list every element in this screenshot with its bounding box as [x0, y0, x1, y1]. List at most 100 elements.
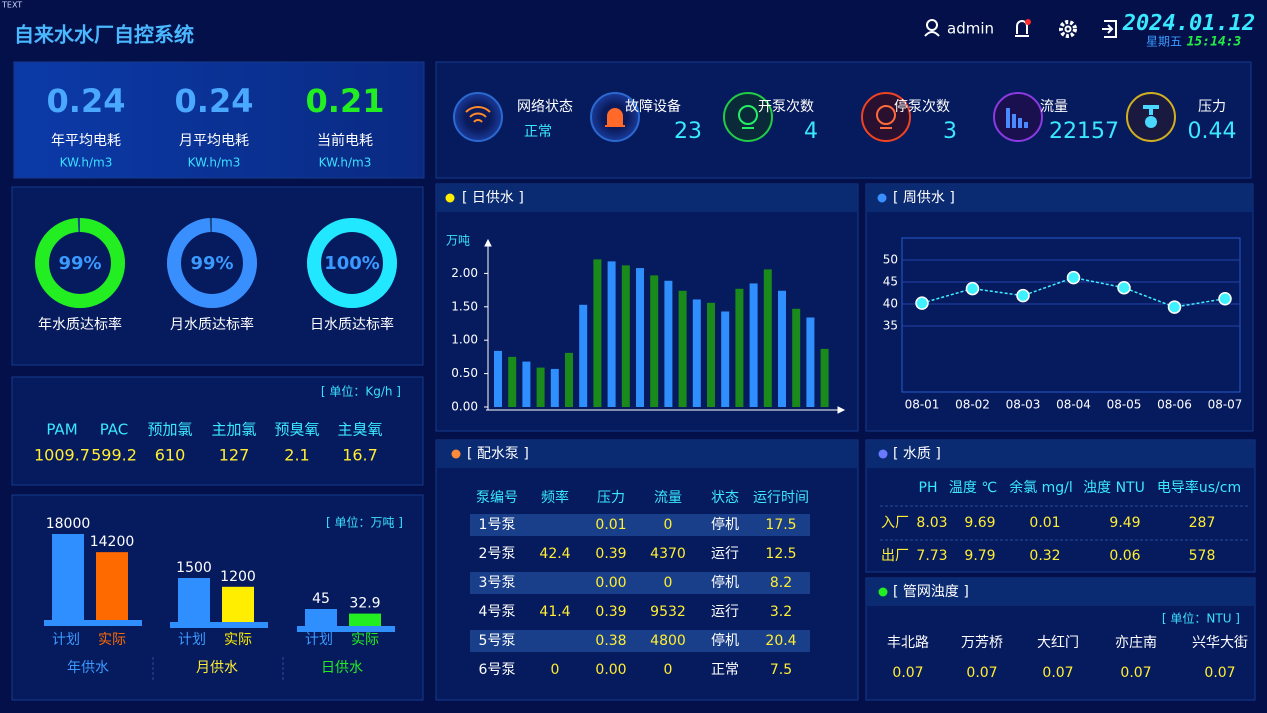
user-icon-body: [924, 31, 940, 37]
network-icon: [453, 92, 503, 142]
x-arrow: [837, 406, 846, 414]
table-cell: 9.79: [964, 548, 995, 564]
y-tick-label: 45: [883, 275, 898, 289]
dosing-header: 主加氯: [211, 421, 256, 439]
ring-value: 99%: [58, 253, 101, 274]
bar: [735, 288, 744, 407]
bar: [508, 356, 517, 407]
pressure-bulb: [1145, 116, 1157, 128]
plan-value: 18000: [46, 516, 91, 532]
bar: [763, 269, 772, 407]
bar: [522, 361, 531, 407]
status-label: 开泵次数: [758, 99, 814, 115]
plan-bar: [305, 609, 337, 626]
row-highlight: [470, 630, 810, 652]
y-tick-label: 40: [883, 297, 898, 311]
table-cell: 9532: [650, 604, 686, 620]
table-cell: 6号泵: [479, 662, 516, 678]
x-tick-label: 08-04: [1056, 398, 1091, 412]
table-cell: 正常: [711, 662, 739, 678]
x-tick-label: 08-05: [1107, 398, 1142, 412]
bar: [778, 290, 786, 407]
table-header: 频率: [541, 489, 569, 506]
table-header: 状态: [711, 490, 739, 506]
weekly-panel: [865, 183, 1254, 432]
table-cell: 0: [664, 575, 673, 591]
user-icon[interactable]: [926, 19, 938, 31]
panel-strip: [867, 441, 1254, 468]
bar: [792, 308, 801, 407]
bar: [565, 352, 573, 407]
date: 2024.01.12: [1122, 11, 1255, 36]
station-value: 0.07: [1204, 665, 1235, 681]
bar: [621, 265, 630, 407]
y-tick-label: 1.50: [451, 299, 478, 313]
table-cell: 3号泵: [479, 575, 516, 591]
status-value: 22157: [1049, 119, 1119, 144]
panel-strip: [437, 185, 857, 212]
table-cell: 0.01: [1029, 515, 1060, 531]
table-header: 泵编号: [476, 490, 518, 506]
chart-title: [ 日供水 ]: [462, 190, 524, 206]
energy-label: 当前电耗: [317, 132, 373, 149]
y-tick-label: 0.00: [451, 400, 478, 414]
corner-label: TEXT: [1, 1, 22, 10]
panel-strip: [867, 579, 1254, 606]
table-cell: 0.00: [595, 662, 626, 678]
energy-unit: KW.h/m3: [188, 156, 241, 170]
point: [1016, 288, 1030, 303]
bar: [820, 348, 829, 407]
table-cell: 287: [1189, 515, 1216, 531]
settings-icon[interactable]: [1059, 20, 1077, 38]
table-cell: 出厂: [881, 548, 909, 564]
table-cell: 0: [664, 517, 673, 533]
status-label: 停泵次数: [894, 98, 950, 115]
bar: [678, 290, 687, 407]
pump-start-icon: [723, 92, 773, 142]
y-tick-label: 0.50: [451, 366, 478, 380]
actual-label: 实际: [351, 632, 379, 648]
quality-rate-panel: [11, 186, 424, 366]
table-cell: 20.4: [765, 633, 796, 649]
bar: [579, 304, 588, 407]
status-value: 3: [943, 119, 957, 144]
table-cell: 17.5: [765, 517, 796, 533]
table-cell: 7.73: [916, 548, 947, 564]
table-header: 电导率us/cm: [1157, 479, 1241, 496]
actual-bar: [349, 613, 381, 626]
table-cell: 1号泵: [479, 517, 516, 533]
group-name: 年供水: [67, 660, 109, 676]
row-highlight: [470, 514, 810, 536]
dosing-panel: [11, 376, 424, 486]
actual-label: 实际: [98, 632, 126, 648]
weekly-frame: [901, 237, 1241, 393]
ring-label: 年水质达标率: [38, 316, 122, 333]
table-cell: 4370: [650, 546, 686, 562]
table-cell: 停机: [711, 516, 739, 533]
energy-panel: [13, 61, 425, 179]
station-value: 0.07: [892, 665, 923, 681]
dosing-value: 2.1: [284, 446, 309, 465]
x-tick-label: 08-01: [905, 398, 940, 412]
bar: [664, 280, 673, 407]
status-value: 0.44: [1188, 119, 1237, 144]
logout-icon[interactable]: [1102, 20, 1117, 38]
table-cell: 0: [664, 662, 673, 678]
dosing-value: 16.7: [342, 446, 378, 465]
actual-value: 32.9: [349, 596, 380, 612]
energy-value: 0.24: [47, 82, 126, 120]
y-tick-label: 1.00: [451, 333, 478, 347]
energy-value: 0.21: [306, 82, 385, 120]
table-cell: 42.4: [539, 546, 570, 562]
station-value: 0.07: [966, 665, 997, 681]
station-value: 0.07: [1120, 665, 1151, 681]
status-icons: [453, 92, 1176, 142]
panel-title: [ 配水泵 ]: [467, 446, 529, 462]
ring-label: 月水质达标率: [170, 316, 254, 333]
bar: [749, 283, 758, 407]
point: [1066, 270, 1081, 285]
bell-icon[interactable]: [1015, 20, 1029, 37]
energy-unit: KW.h/m3: [60, 156, 113, 170]
status-label: 压力: [1198, 99, 1226, 115]
